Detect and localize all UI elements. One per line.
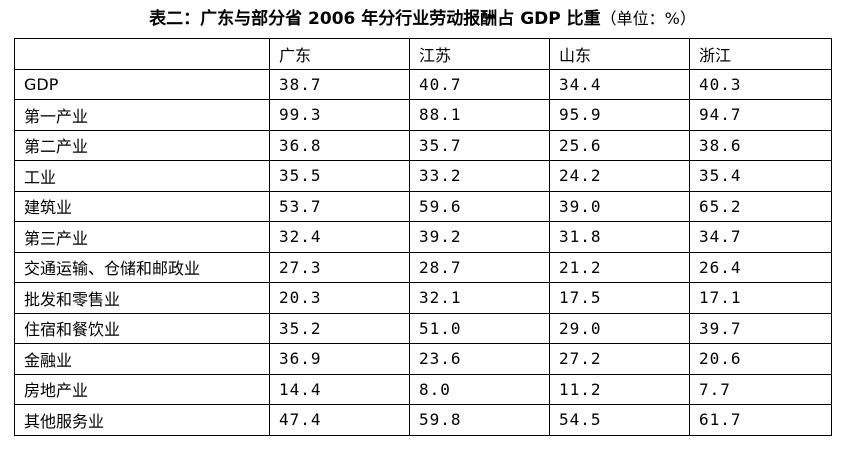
value-cell: 34.7 (689, 221, 832, 253)
row-label: 批发和零售业 (14, 282, 270, 314)
value-cell: 24.2 (549, 160, 690, 192)
value-cell: 38.7 (269, 68, 410, 100)
table-title-unit: （单位：%） (600, 9, 696, 28)
value-cell: 61.7 (689, 404, 832, 436)
row-label: 第一产业 (14, 99, 270, 131)
table-row: 房地产业 14.4 8.0 11.2 7.7 (14, 373, 832, 405)
value-cell: 33.2 (409, 160, 550, 192)
value-cell: 51.0 (409, 312, 550, 344)
labor-compensation-table: 广东 江苏 山东 浙江 GDP 38.7 40.7 34.4 40.3 第一产业… (14, 38, 832, 436)
value-cell: 35.4 (689, 160, 832, 192)
value-cell: 23.6 (409, 343, 550, 375)
value-cell: 39.7 (689, 312, 832, 344)
row-label: 住宿和餐饮业 (14, 312, 270, 344)
value-cell: 36.9 (269, 343, 410, 375)
header-cell-guangdong: 广东 (269, 38, 410, 70)
value-cell: 25.6 (549, 129, 690, 161)
value-cell: 59.8 (409, 404, 550, 436)
header-cell-blank (14, 38, 270, 70)
value-cell: 35.2 (269, 312, 410, 344)
header-cell-jiangsu: 江苏 (409, 38, 550, 70)
table-title-main: 表二：广东与部分省 2006 年分行业劳动报酬占 GDP 比重 (149, 9, 601, 29)
table-row: 批发和零售业 20.3 32.1 17.5 17.1 (14, 282, 832, 314)
value-cell: 8.0 (409, 373, 550, 405)
table-row: GDP 38.7 40.7 34.4 40.3 (14, 68, 832, 100)
value-cell: 95.9 (549, 99, 690, 131)
value-cell: 29.0 (549, 312, 690, 344)
value-cell: 20.3 (269, 282, 410, 314)
value-cell: 39.0 (549, 190, 690, 222)
row-label: 第三产业 (14, 221, 270, 253)
table-row: 金融业 36.9 23.6 27.2 20.6 (14, 343, 832, 375)
value-cell: 34.4 (549, 68, 690, 100)
value-cell: 36.8 (269, 129, 410, 161)
value-cell: 99.3 (269, 99, 410, 131)
table-row: 第二产业 36.8 35.7 25.6 38.6 (14, 129, 832, 161)
value-cell: 26.4 (689, 251, 832, 283)
row-label: 第二产业 (14, 129, 270, 161)
table-title: 表二：广东与部分省 2006 年分行业劳动报酬占 GDP 比重（单位：%） (0, 8, 845, 30)
table-row: 第一产业 99.3 88.1 95.9 94.7 (14, 99, 832, 131)
value-cell: 31.8 (549, 221, 690, 253)
value-cell: 27.2 (549, 343, 690, 375)
value-cell: 32.4 (269, 221, 410, 253)
value-cell: 38.6 (689, 129, 832, 161)
value-cell: 54.5 (549, 404, 690, 436)
table-row: 交通运输、仓储和邮政业 27.3 28.7 21.2 26.4 (14, 251, 832, 283)
value-cell: 39.2 (409, 221, 550, 253)
row-label: 金融业 (14, 343, 270, 375)
value-cell: 59.6 (409, 190, 550, 222)
value-cell: 14.4 (269, 373, 410, 405)
table-row: 建筑业 53.7 59.6 39.0 65.2 (14, 190, 832, 222)
value-cell: 27.3 (269, 251, 410, 283)
row-label: 房地产业 (14, 373, 270, 405)
row-label: 建筑业 (14, 190, 270, 222)
value-cell: 65.2 (689, 190, 832, 222)
value-cell: 17.1 (689, 282, 832, 314)
value-cell: 53.7 (269, 190, 410, 222)
value-cell: 47.4 (269, 404, 410, 436)
table-row: 工业 35.5 33.2 24.2 35.4 (14, 160, 832, 192)
value-cell: 20.6 (689, 343, 832, 375)
value-cell: 40.3 (689, 68, 832, 100)
table-row: 住宿和餐饮业 35.2 51.0 29.0 39.7 (14, 312, 832, 344)
value-cell: 17.5 (549, 282, 690, 314)
header-cell-shandong: 山东 (549, 38, 690, 70)
row-label: 交通运输、仓储和邮政业 (14, 251, 270, 283)
row-label: GDP (14, 68, 270, 100)
value-cell: 7.7 (689, 373, 832, 405)
value-cell: 40.7 (409, 68, 550, 100)
value-cell: 88.1 (409, 99, 550, 131)
value-cell: 35.7 (409, 129, 550, 161)
table-header-row: 广东 江苏 山东 浙江 (14, 38, 832, 70)
table-row: 其他服务业 47.4 59.8 54.5 61.7 (14, 404, 832, 436)
row-label: 其他服务业 (14, 404, 270, 436)
value-cell: 94.7 (689, 99, 832, 131)
value-cell: 11.2 (549, 373, 690, 405)
table-row: 第三产业 32.4 39.2 31.8 34.7 (14, 221, 832, 253)
value-cell: 28.7 (409, 251, 550, 283)
header-cell-zhejiang: 浙江 (689, 38, 832, 70)
row-label: 工业 (14, 160, 270, 192)
value-cell: 32.1 (409, 282, 550, 314)
value-cell: 21.2 (549, 251, 690, 283)
value-cell: 35.5 (269, 160, 410, 192)
